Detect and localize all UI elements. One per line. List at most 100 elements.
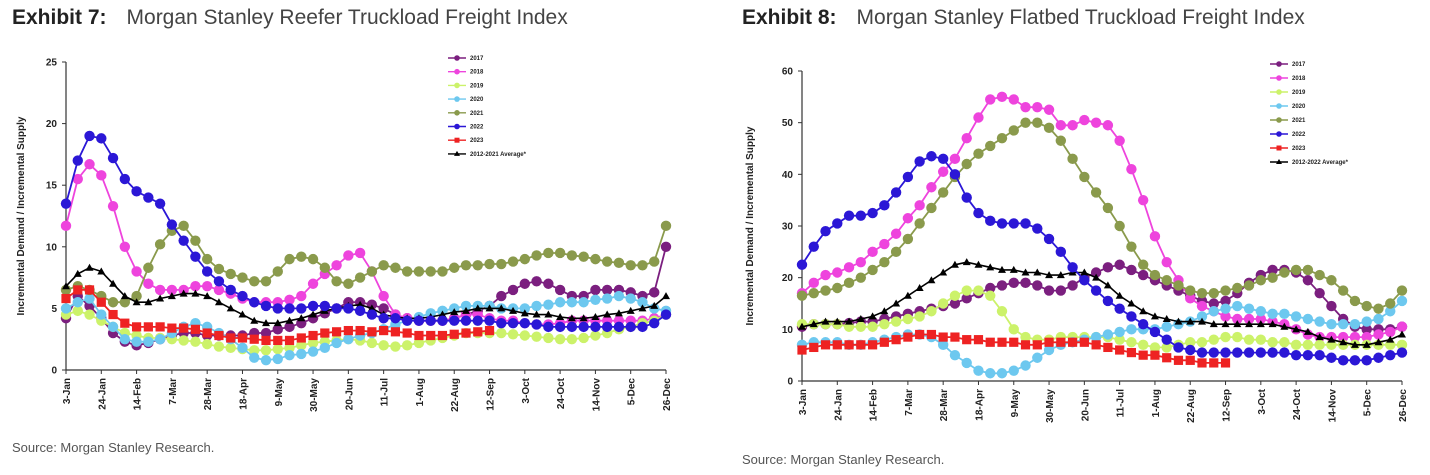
data-point-2020 [131,336,142,347]
x-tick-label: 3-Oct [521,377,532,403]
legend-item-2022: 2022 [448,123,484,131]
series-line-2020 [801,300,1403,375]
legend-marker [1276,145,1282,151]
data-point-avg [1303,327,1312,335]
data-point-2019 [401,340,413,351]
data-point-2018 [890,228,902,239]
data-point-avg [167,292,176,300]
data-point-avg [356,300,365,308]
data-point-2021 [1032,117,1043,128]
data-point-2022 [307,300,319,312]
series-avg [798,258,1406,348]
data-point-2018 [1196,300,1208,312]
data-point-avg [962,258,971,266]
x-tick-label: 14-Nov [1327,389,1338,423]
data-point-2022 [519,317,531,329]
legend-label: 2020 [470,97,484,103]
data-point-2020 [1114,326,1125,338]
data-point-2022 [84,130,95,142]
data-point-avg [450,308,459,316]
data-point-2020 [1267,308,1278,320]
x-tick-label: 9-May [274,378,285,407]
exhibit-7-header: Exhibit 7: Morgan Stanley Reefer Truckloa… [12,6,568,30]
data-point-avg [1033,268,1042,276]
data-point-avg [1103,281,1112,289]
data-point-avg [1127,299,1136,307]
data-point-2022 [1185,344,1196,356]
y-tick-label: 15 [46,181,58,192]
data-point-2021 [237,272,248,283]
legend-marker [454,96,460,102]
data-point-avg [1315,333,1324,341]
legend-label: 2022 [1292,132,1306,138]
data-point-2020 [272,353,283,365]
data-point-2020 [307,346,319,357]
data-point-avg [532,310,541,318]
data-point-avg [191,289,200,297]
exhibit-8-source: Source: Morgan Stanley Research. [742,452,945,467]
data-point-2018 [1255,313,1267,325]
data-point-2023 [1103,342,1113,353]
data-point-2018 [914,200,925,211]
data-point-2021 [249,276,260,287]
data-point-2022 [601,321,613,333]
reefer-freight-index-chart: 0 5 10 15 20 25 Incremental Demand / Increment… [16,55,673,412]
data-point-2021 [1185,285,1196,296]
series-line-2017 [65,246,667,347]
data-point-2017 [601,284,613,296]
data-point-2023 [473,327,483,337]
data-point-2021 [926,202,937,214]
data-point-2018 [1126,163,1137,175]
data-point-2022 [867,207,878,219]
data-point-2018 [902,213,914,224]
data-point-2021 [1090,187,1102,198]
legend-marker [1276,159,1282,164]
data-point-2023 [1009,337,1019,347]
data-point-2022 [496,317,507,329]
legend-label: 2018 [470,70,484,76]
data-point-2022 [1220,347,1231,358]
data-point-2021 [937,187,949,198]
y-tick-label: 0 [51,366,57,377]
data-point-2022 [796,259,808,270]
data-point-2019 [178,335,189,346]
data-point-avg [1233,320,1242,328]
data-point-2017 [272,324,283,335]
data-point-2021 [1279,267,1290,278]
data-point-2019 [1149,342,1161,353]
data-point-avg [845,317,854,325]
data-point-avg [1292,325,1301,333]
data-point-2021 [1361,300,1372,312]
data-point-2023 [284,335,295,346]
data-point-2023 [1197,358,1207,368]
data-point-2021 [413,266,425,277]
data-point-avg [97,267,106,275]
data-point-2021 [1290,264,1302,276]
data-point-2022 [926,151,937,162]
x-tick-label: 20-Jun [344,378,355,410]
data-point-2022 [178,235,189,246]
data-point-2018 [1067,120,1078,131]
data-point-2020 [284,350,295,361]
data-point-2022 [425,315,436,326]
legend-label: 2021 [1292,118,1306,124]
data-point-2019 [985,290,996,301]
data-point-avg [1115,291,1124,299]
data-point-2021 [1161,275,1172,286]
data-point-2022 [649,317,660,329]
data-point-2019 [855,321,867,332]
data-point-2019 [1126,337,1137,348]
data-point-avg [285,316,294,324]
y-tick-label: 5 [51,304,57,315]
data-point-2022 [543,321,554,333]
data-point-2023 [402,328,412,338]
legend-item-avg: 2012-2022 Average* [1270,159,1349,166]
legend-item-2017: 2017 [448,55,484,62]
data-point-avg [1162,315,1171,322]
legend-marker [1276,61,1282,67]
data-point-2017 [1020,277,1031,289]
series-line-2022 [65,134,667,328]
x-tick-label: 22-Aug [1186,389,1197,423]
data-point-2017 [1137,269,1149,281]
x-tick-label: 3-Jan [798,389,809,415]
